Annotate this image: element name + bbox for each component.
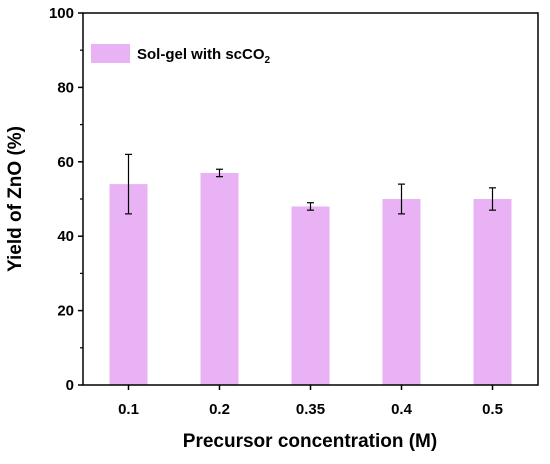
error-bar-0.35 — [307, 202, 314, 211]
y-tick-label: 80 — [57, 79, 74, 96]
error-bars — [125, 153, 496, 215]
x-axis-title: Precursor concentration (M) — [183, 431, 437, 452]
y-tick-label: 20 — [57, 303, 74, 320]
bar-0.5 — [473, 199, 512, 385]
legend-label: Sol-gel with scCO2 — [137, 46, 271, 66]
bar-0.4 — [382, 199, 421, 385]
legend: Sol-gel with scCO2 — [91, 44, 271, 66]
error-bar-0.1 — [125, 153, 132, 215]
y-tick-label: 0 — [66, 377, 74, 394]
bar-0.1 — [109, 184, 148, 385]
error-bar-0.5 — [489, 187, 496, 211]
x-axis: 0.1 0.2 0.35 0.4 0.5 — [118, 385, 503, 418]
bars — [109, 172, 512, 385]
y-axis: 0 20 40 60 80 100 — [49, 5, 83, 394]
y-tick-label: 40 — [57, 228, 74, 245]
x-tick-label: 0.1 — [118, 401, 139, 418]
y-axis-title: Yield of ZnO (%) — [5, 126, 26, 272]
error-bar-0.2 — [216, 168, 223, 178]
bar-0.35 — [291, 206, 330, 385]
bar-0.2 — [200, 172, 239, 385]
x-tick-label: 0.5 — [482, 401, 503, 418]
x-tick-label: 0.2 — [209, 401, 230, 418]
x-tick-label: 0.4 — [391, 401, 413, 418]
y-tick-label: 60 — [57, 154, 74, 171]
x-tick-label: 0.35 — [296, 401, 325, 418]
y-tick-label: 100 — [49, 5, 74, 22]
legend-swatch — [91, 44, 130, 63]
error-bar-0.4 — [398, 183, 405, 215]
